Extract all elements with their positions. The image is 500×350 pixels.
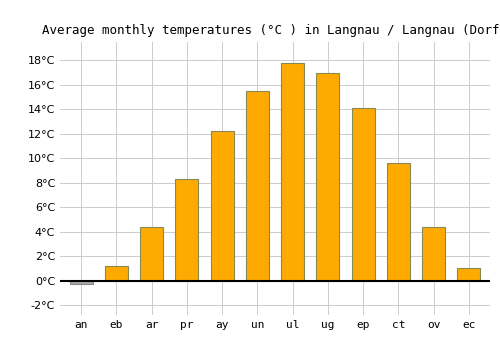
Bar [70, 281, 92, 285]
Bar [246, 91, 269, 281]
Bar [105, 266, 128, 281]
Bar [458, 268, 480, 281]
Bar [422, 227, 445, 281]
Bar [176, 179, 199, 281]
Bar [316, 72, 340, 281]
Bar [140, 227, 163, 281]
Bar [281, 63, 304, 281]
Bar [387, 163, 410, 281]
Bar [352, 108, 374, 281]
Bar [210, 131, 234, 281]
Title: Average monthly temperatures (°C ) in Langnau / Langnau (Dorf): Average monthly temperatures (°C ) in La… [42, 24, 500, 37]
